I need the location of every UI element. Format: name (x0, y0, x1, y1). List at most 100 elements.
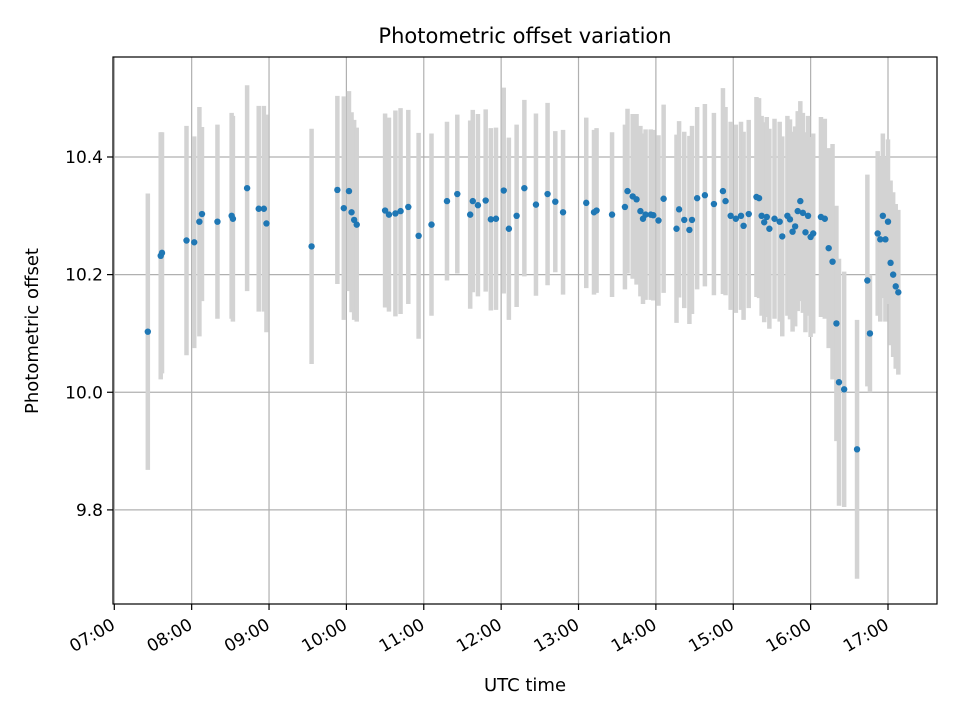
data-point (766, 225, 773, 232)
data-point (521, 184, 528, 192)
data-point (882, 236, 889, 243)
data-point (345, 187, 353, 195)
data-point (633, 196, 640, 203)
data-point (650, 212, 657, 219)
data-point (810, 230, 817, 237)
data-point (158, 249, 166, 257)
data-point (833, 320, 840, 327)
data-point (779, 233, 786, 240)
data-point (308, 243, 315, 250)
data-point (243, 184, 251, 192)
data-point (763, 213, 770, 221)
data-point (255, 205, 262, 212)
data-point (675, 206, 683, 213)
data-point (350, 216, 358, 224)
data-point (686, 226, 693, 234)
data-point (866, 330, 874, 337)
data-point (513, 212, 520, 220)
data-point (198, 210, 206, 218)
y-tick-label: 10.2 (65, 266, 103, 286)
data-point (469, 197, 476, 205)
y-tick-label: 9.8 (76, 501, 103, 521)
data-point (583, 199, 590, 207)
data-point (776, 218, 783, 225)
data-point (853, 446, 861, 453)
data-point (825, 244, 832, 252)
data-point (196, 218, 203, 225)
data-point (727, 212, 734, 220)
data-point (799, 209, 807, 217)
data-point (874, 230, 881, 237)
data-point (835, 379, 843, 386)
data-point (758, 212, 765, 220)
data-point (500, 187, 507, 194)
data-point (693, 194, 701, 202)
y-axis-label: Photometric offset (22, 248, 43, 414)
data-point (260, 205, 268, 212)
data-point (884, 218, 892, 225)
data-point (797, 197, 804, 205)
data-point (415, 232, 422, 240)
data-point (660, 195, 667, 202)
data-point (334, 186, 341, 194)
y-tick-label: 10.4 (65, 148, 103, 168)
data-point (655, 217, 662, 224)
data-point (608, 211, 616, 218)
data-point (786, 216, 794, 223)
data-point (397, 207, 404, 215)
data-point (802, 229, 809, 236)
data-point (771, 215, 778, 222)
data-point (710, 200, 718, 208)
data-point (191, 239, 198, 246)
data-point (688, 216, 696, 224)
data-point (673, 225, 680, 232)
data-point (879, 212, 887, 220)
data-point (428, 221, 435, 228)
data-point (621, 203, 629, 211)
data-point (737, 212, 745, 220)
data-point (353, 221, 360, 228)
data-point (474, 202, 482, 209)
data-point (829, 258, 836, 265)
data-point (732, 215, 740, 222)
data-point (877, 236, 884, 243)
data-point (466, 211, 474, 218)
data-point (492, 215, 500, 222)
data-point (755, 194, 763, 202)
data-point (637, 207, 644, 215)
data-point (889, 271, 897, 278)
data-point (804, 212, 812, 220)
data-point (348, 209, 355, 216)
data-point (263, 220, 270, 227)
data-point (864, 277, 871, 284)
data-point (340, 204, 348, 212)
data-point (552, 198, 559, 205)
chart-title: Photometric offset variation (378, 24, 671, 48)
data-point (624, 187, 631, 195)
data-point (794, 207, 801, 215)
data-point (532, 201, 540, 208)
data-point (559, 209, 567, 216)
data-point (381, 207, 389, 214)
data-point (722, 197, 729, 205)
x-axis-label: UTC time (484, 675, 566, 696)
data-point (482, 197, 489, 204)
data-point (405, 203, 412, 211)
data-point (791, 223, 799, 230)
y-axis-ticks: 9.8 10.0 10.2 10.4 (65, 148, 113, 521)
data-point (761, 219, 768, 226)
data-point (144, 328, 152, 335)
data-point (681, 216, 688, 224)
data-point (892, 283, 899, 290)
data-point (214, 218, 221, 225)
data-point (642, 211, 649, 218)
data-point (544, 190, 551, 198)
data-point (740, 222, 747, 230)
data-point (229, 215, 237, 222)
y-tick-label: 10.0 (65, 383, 103, 403)
plot-frame (112, 56, 938, 605)
data-point (183, 237, 190, 244)
